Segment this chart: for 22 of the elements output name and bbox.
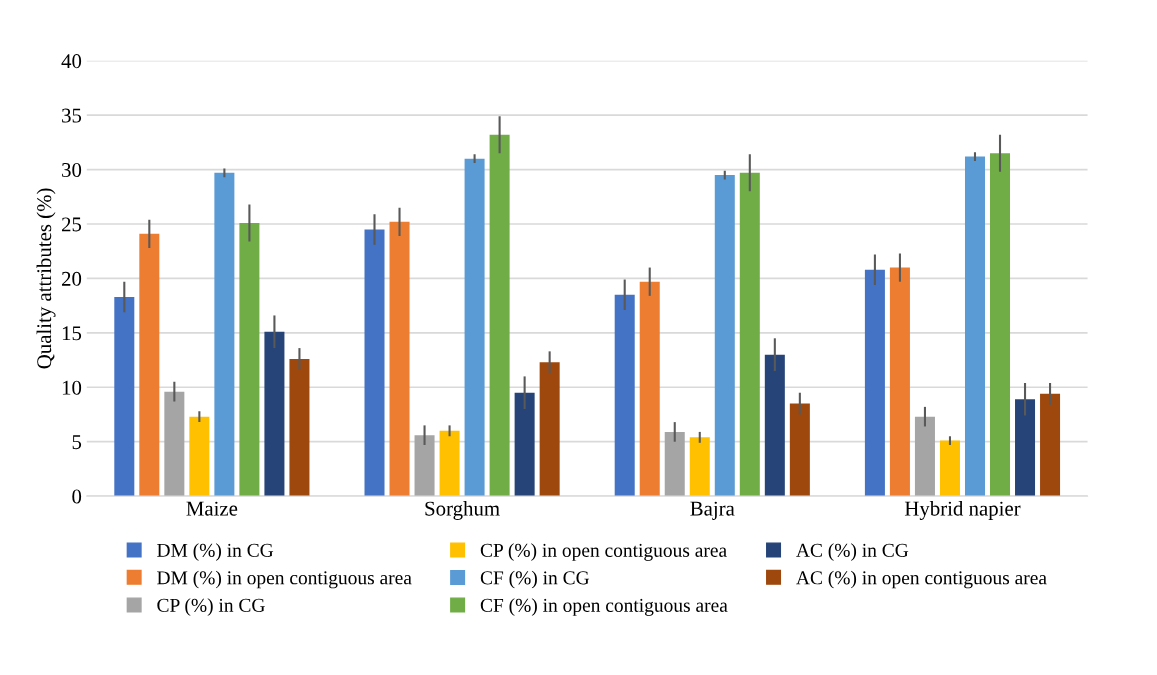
x-tick-label: Bajra: [690, 501, 735, 520]
legend-label: DM (%) in CG: [157, 543, 274, 561]
y-tick-label: 15: [62, 326, 82, 341]
legend-label: AC (%) in open contiguous area: [796, 570, 1047, 589]
y-tick-label: 40: [61, 54, 82, 69]
legend-label: DM (%) in open contiguous area: [157, 570, 412, 589]
y-tick-label: 5: [72, 435, 82, 450]
y-tick-label: 35: [62, 108, 82, 123]
legend-label: AC (%) in CG: [796, 543, 909, 561]
legend-label: CP (%) in CG: [157, 598, 265, 616]
x-tick-label: Maize: [186, 501, 238, 516]
x-tick-label: Hybrid napier: [904, 500, 1021, 520]
legend-label: CP (%) in open contiguous area: [480, 543, 727, 561]
x-tick-label: Sorghum: [425, 500, 500, 520]
y-tick-label: 10: [62, 380, 82, 395]
legend-label: CF (%) in open contiguous area: [480, 598, 728, 616]
y-tick-label: 20: [62, 271, 82, 286]
legend-label: CF (%) in CG: [480, 570, 590, 589]
y-tick-label: 25: [62, 217, 82, 232]
y-tick-label: 30: [62, 162, 82, 178]
y-tick-label: 0: [72, 489, 82, 504]
y-axis-title: Quality attributes (%): [36, 188, 56, 369]
